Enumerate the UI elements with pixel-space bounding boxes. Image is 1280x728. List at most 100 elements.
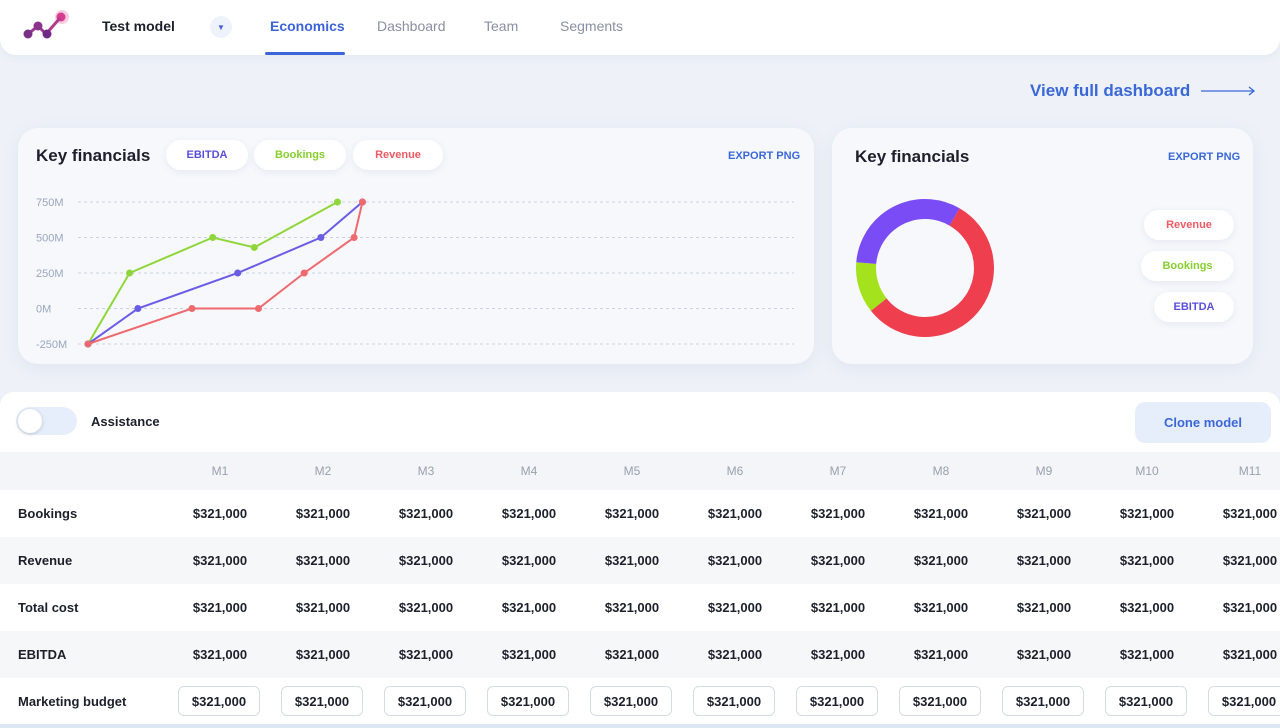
- table-header: M1 M2 M3 M4 M5 M6 M7 M8 M9 M10 M11: [0, 452, 1280, 490]
- table-cell: $321,000: [604, 600, 660, 615]
- row-label: Bookings: [18, 506, 78, 521]
- legend-ebitda[interactable]: EBITDA: [1154, 292, 1234, 322]
- table-cell: $321,000: [398, 506, 454, 521]
- table-cell: $321,000: [192, 506, 248, 521]
- column-header: M2: [314, 464, 332, 478]
- tab-segments[interactable]: Segments: [560, 18, 624, 34]
- chevron-down-icon[interactable]: ▼: [210, 16, 232, 38]
- data-point-bookings[interactable]: [209, 234, 217, 241]
- table-cell: $321,000: [604, 553, 660, 568]
- data-point-revenue[interactable]: [254, 305, 262, 312]
- filter-ebitda[interactable]: EBITDA: [166, 140, 248, 170]
- table-cell: $321,000: [1119, 506, 1175, 521]
- table-cell: $321,000: [192, 553, 248, 568]
- tab-economics[interactable]: Economics: [270, 18, 345, 34]
- table-cell: $321,000: [913, 600, 969, 615]
- legend-revenue[interactable]: Revenue: [1144, 210, 1234, 240]
- data-point-bookings[interactable]: [126, 269, 134, 277]
- table-cell: $321,000: [1016, 600, 1072, 615]
- toggle-knob[interactable]: [18, 409, 42, 433]
- assistance-label: Assistance: [91, 414, 160, 429]
- table-cell: $321,000: [913, 647, 969, 662]
- budget-input[interactable]: [1002, 686, 1084, 716]
- data-point-revenue[interactable]: [300, 269, 308, 277]
- table-cell: $321,000: [295, 553, 351, 568]
- table-cell: $321,000: [707, 647, 763, 662]
- column-header: M1: [211, 464, 229, 478]
- table-cell: $321,000: [913, 506, 969, 521]
- budget-input[interactable]: [899, 686, 981, 716]
- data-point-revenue[interactable]: [188, 305, 196, 312]
- row-label: Total cost: [18, 600, 79, 615]
- series-line-revenue: [87, 201, 364, 345]
- budget-input[interactable]: [281, 686, 363, 716]
- financials-table: M1 M2 M3 M4 M5 M6 M7 M8 M9 M10 M11 Bookings $321,00…: [0, 452, 1280, 725]
- tab-team[interactable]: Team: [484, 18, 519, 34]
- data-point-revenue[interactable]: [358, 198, 366, 206]
- table-cell: $321,000: [1119, 647, 1175, 662]
- key-financials-donut-card: Key financials EXPORT PNG Revenue Bookin…: [832, 128, 1253, 364]
- table-cell: $321,000: [295, 600, 351, 615]
- data-point-bookings[interactable]: [333, 198, 341, 206]
- key-financials-line-card: Key financials EBITDA Bookings Revenue E…: [18, 128, 814, 364]
- data-point-revenue[interactable]: [350, 234, 358, 241]
- view-full-dashboard-link[interactable]: View full dashboard: [1030, 81, 1191, 100]
- card-title: Key financials: [855, 147, 970, 166]
- y-tick-label: 250M: [36, 268, 64, 280]
- table-cell: $321,000: [1119, 553, 1175, 568]
- table-cell: $321,000: [707, 506, 763, 521]
- donut-chart: [842, 185, 1008, 351]
- table-cell: $321,000: [707, 553, 763, 568]
- table-row: Bookings $321,000 $321,000 $321,000 $321,000…: [0, 490, 1280, 537]
- bottom-border: [0, 724, 1280, 728]
- table-cell: $321,000: [707, 600, 763, 615]
- table-cell: $321,000: [810, 600, 866, 615]
- y-tick-label: 500M: [36, 233, 64, 245]
- clone-model-button[interactable]: Clone model: [1135, 402, 1271, 443]
- table-cell: $321,000: [1119, 600, 1175, 615]
- data-point-ebitda[interactable]: [317, 234, 325, 241]
- table-cell: $321,000: [604, 647, 660, 662]
- budget-input[interactable]: [796, 686, 878, 716]
- table-cell: $321,000: [913, 553, 969, 568]
- table-cell: $321,000: [501, 600, 557, 615]
- app-logo-icon[interactable]: [20, 8, 72, 42]
- filter-revenue[interactable]: Revenue: [353, 140, 443, 170]
- row-label: Marketing budget: [18, 694, 127, 709]
- donut-slice-bookings[interactable]: [842, 185, 1008, 351]
- table-cell: $321,000: [398, 600, 454, 615]
- data-point-revenue[interactable]: [84, 340, 92, 348]
- table-cell: $321,000: [810, 553, 866, 568]
- data-point-bookings[interactable]: [250, 243, 258, 251]
- table-cell: $321,000: [1016, 647, 1072, 662]
- budget-input[interactable]: [178, 686, 260, 716]
- budget-input[interactable]: [590, 686, 672, 716]
- tab-dashboard[interactable]: Dashboard: [377, 18, 446, 34]
- column-header: M4: [520, 464, 538, 478]
- column-header: M11: [1238, 464, 1262, 478]
- table-cell: $321,000: [1222, 600, 1278, 615]
- budget-input[interactable]: [487, 686, 569, 716]
- budget-input[interactable]: [384, 686, 466, 716]
- export-png-button[interactable]: EXPORT PNG: [728, 150, 801, 162]
- column-header: M5: [623, 464, 641, 478]
- budget-input[interactable]: [693, 686, 775, 716]
- data-point-ebitda[interactable]: [134, 305, 142, 312]
- line-chart: 750M 500M 250M 0M -250M: [36, 197, 794, 351]
- table-cell: $321,000: [1016, 506, 1072, 521]
- column-header: M9: [1035, 464, 1053, 478]
- budget-input[interactable]: [1208, 686, 1280, 716]
- table-cell: $321,000: [501, 647, 557, 662]
- column-header: M10: [1135, 464, 1159, 478]
- export-png-button[interactable]: EXPORT PNG: [1168, 151, 1241, 163]
- budget-input[interactable]: [1105, 686, 1187, 716]
- y-tick-label: 0M: [36, 304, 51, 316]
- assistance-toggle[interactable]: [16, 407, 77, 435]
- filter-bookings[interactable]: Bookings: [254, 140, 346, 170]
- table-cell: $321,000: [501, 506, 557, 521]
- table-cell: $321,000: [1222, 553, 1278, 568]
- legend-bookings[interactable]: Bookings: [1141, 251, 1234, 281]
- table-cell: $321,000: [604, 506, 660, 521]
- data-point-ebitda[interactable]: [234, 269, 242, 277]
- arrow-right-icon[interactable]: [1200, 84, 1256, 98]
